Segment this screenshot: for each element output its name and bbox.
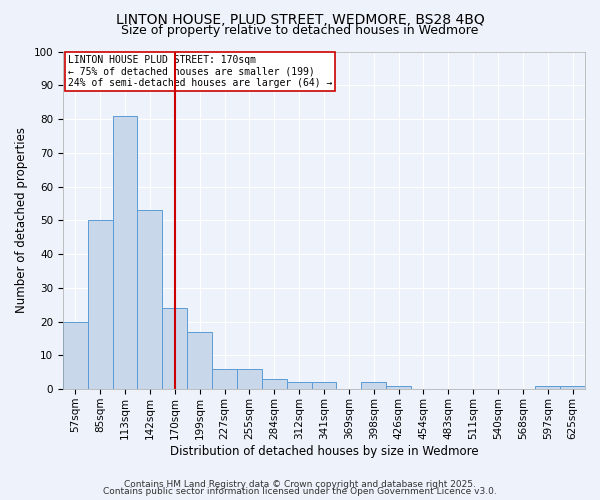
Bar xyxy=(88,220,113,389)
Y-axis label: Number of detached properties: Number of detached properties xyxy=(15,128,28,314)
Bar xyxy=(560,386,585,389)
Bar xyxy=(535,386,560,389)
Bar xyxy=(262,379,287,389)
Text: Size of property relative to detached houses in Wedmore: Size of property relative to detached ho… xyxy=(121,24,479,37)
Bar xyxy=(212,369,237,389)
Bar xyxy=(63,322,88,389)
Text: Contains HM Land Registry data © Crown copyright and database right 2025.: Contains HM Land Registry data © Crown c… xyxy=(124,480,476,489)
Bar xyxy=(287,382,311,389)
Bar xyxy=(113,116,137,389)
Bar xyxy=(187,332,212,389)
Bar xyxy=(311,382,337,389)
Bar xyxy=(361,382,386,389)
Text: LINTON HOUSE PLUD STREET: 170sqm
← 75% of detached houses are smaller (199)
24% : LINTON HOUSE PLUD STREET: 170sqm ← 75% o… xyxy=(68,55,332,88)
Bar xyxy=(137,210,163,389)
Text: Contains public sector information licensed under the Open Government Licence v3: Contains public sector information licen… xyxy=(103,488,497,496)
X-axis label: Distribution of detached houses by size in Wedmore: Distribution of detached houses by size … xyxy=(170,444,478,458)
Bar xyxy=(163,308,187,389)
Bar xyxy=(237,369,262,389)
Text: LINTON HOUSE, PLUD STREET, WEDMORE, BS28 4BQ: LINTON HOUSE, PLUD STREET, WEDMORE, BS28… xyxy=(116,12,484,26)
Bar xyxy=(386,386,411,389)
